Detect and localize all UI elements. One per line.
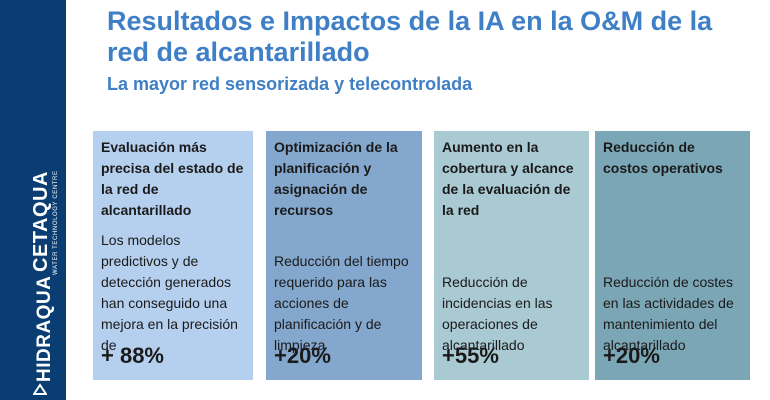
card-value: + 88% bbox=[101, 343, 164, 368]
card-value: +20% bbox=[274, 343, 331, 368]
card-description: Reducción del tiempo requerido para las … bbox=[274, 253, 409, 353]
card-heading: Reducción de costos operativos bbox=[603, 139, 723, 176]
cetaqua-logo-subtitle: WATER TECHNOLOGY CENTRE bbox=[53, 170, 59, 275]
card-value: +20% bbox=[603, 343, 660, 368]
card-description: Reducción de costes en las actividades d… bbox=[603, 274, 734, 353]
page-subtitle: La mayor red sensorizada y telecontrolad… bbox=[107, 74, 473, 94]
impact-card-coverage: Aumento en la cobertura y alcance de la … bbox=[434, 131, 589, 380]
card-value: +55% bbox=[442, 343, 499, 368]
impact-card-evaluation: Evaluación más precisa del estado de la … bbox=[93, 131, 253, 380]
card-heading: Optimización de la planificación y asign… bbox=[274, 139, 398, 218]
card-heading: Aumento en la cobertura y alcance de la … bbox=[442, 139, 574, 218]
card-description: Reducción de incidencias en las operacio… bbox=[442, 274, 553, 353]
page-title: Resultados e Impactos de la IA en la O&M… bbox=[107, 6, 713, 67]
impact-card-planning: Optimización de la planificación y asign… bbox=[266, 131, 422, 380]
card-description: Los modelos predictivos y de detección g… bbox=[101, 232, 238, 353]
hidraqua-logo-text: HIDRAQUA bbox=[34, 275, 55, 382]
cetaqua-logo-text: CETAQUA bbox=[30, 171, 52, 272]
card-heading: Evaluación más precisa del estado de la … bbox=[101, 139, 244, 218]
hidraqua-logo-icon bbox=[33, 383, 47, 395]
impact-card-costs: Reducción de costos operativos Reducción… bbox=[595, 131, 750, 380]
brand-sidebar: CETAQUA WATER TECHNOLOGY CENTRE HIDRAQUA bbox=[0, 0, 66, 400]
